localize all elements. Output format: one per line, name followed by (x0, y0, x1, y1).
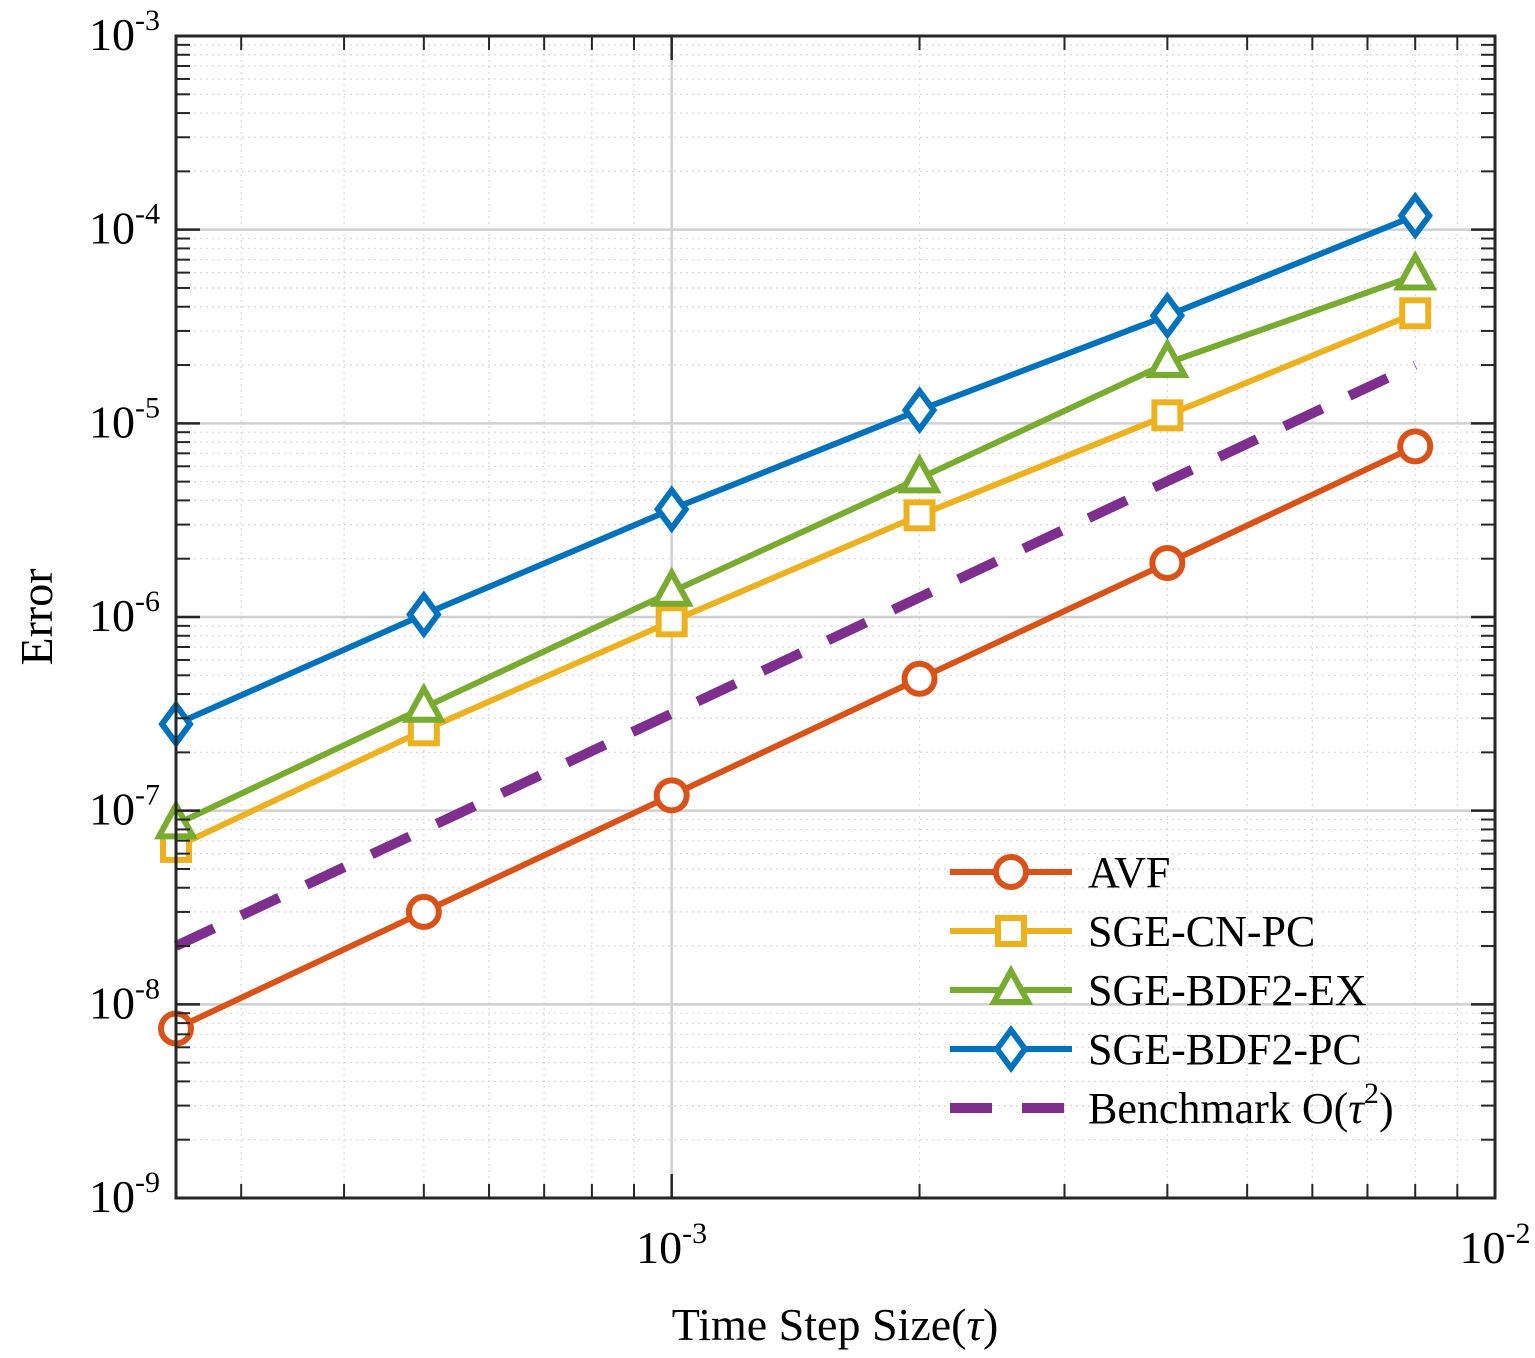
point-sge-bdf2-ex (1393, 250, 1438, 291)
point-avf (653, 777, 690, 814)
series-line-sge-bdf2-ex (174, 272, 1417, 828)
legend-marker-sge-bdf2-ex (988, 964, 1034, 1005)
legend-marker-sge-bdf2-pc (993, 1024, 1029, 1074)
legend-label-avf: AVF (1088, 848, 1170, 897)
legend-label-sge-bdf2-pc: SGE-BDF2-PC (1088, 1025, 1362, 1074)
series-line-sge-cn-pc (174, 310, 1417, 850)
x-tick-label: 10-2 (1460, 1217, 1531, 1273)
axes-layer (174, 34, 1497, 1200)
point-sge-cn-pc (1399, 297, 1432, 330)
y-tick-label: 10-5 (89, 391, 160, 447)
y-tick-label: 10-8 (89, 972, 160, 1028)
y-tick-label: 10-4 (89, 198, 160, 254)
point-sge-bdf2-ex (1145, 337, 1190, 378)
point-sge-bdf2-pc (901, 386, 938, 435)
x-tick-label: 10-3 (636, 1217, 707, 1273)
y-tick-label: 10-7 (89, 779, 160, 835)
point-avf (405, 893, 442, 930)
y-tick-label: 10-6 (89, 585, 160, 641)
y-tick-label: 10-3 (89, 4, 160, 60)
legend-marker-avf (993, 854, 1029, 890)
point-sge-cn-pc (903, 499, 936, 532)
point-sge-bdf2-pc (1397, 191, 1433, 240)
point-sge-bdf2-pc (653, 485, 690, 534)
legend: AVF SGE-CN-PC SGE-BDF2-EX SGE-BDF2-PCBenchm… (950, 848, 1394, 1133)
point-sge-bdf2-pc (406, 590, 442, 639)
legend-marker-sge-cn-pc (995, 915, 1027, 947)
point-sge-bdf2-ex (897, 453, 942, 494)
legend-label-sge-cn-pc: SGE-CN-PC (1088, 907, 1315, 956)
series-layer (153, 191, 1438, 1047)
point-sge-bdf2-ex (401, 682, 446, 723)
series-line-avf (174, 443, 1417, 1032)
point-sge-bdf2-pc (1149, 291, 1186, 340)
y-axis-label: Error (11, 568, 62, 665)
ticks-layer: 10-9 10-8 10-7 10-6 10-5 10-4 10-3 10-3 10-2 (89, 4, 1531, 1273)
series-line-benchmark-o (173, 360, 1418, 951)
point-avf (1397, 428, 1434, 465)
x-axis-label: Time Step Size(τ) (672, 1299, 999, 1350)
legend-label-benchmark-o: Benchmark O(τ2) (1088, 1077, 1394, 1133)
point-sge-bdf2-ex (649, 566, 694, 607)
series-line-sge-bdf2-pc (174, 212, 1417, 727)
legend-label-sge-bdf2-ex: SGE-BDF2-EX (1088, 966, 1367, 1015)
point-avf (901, 660, 938, 697)
point-avf (1149, 545, 1186, 582)
y-tick-label: 10-9 (89, 1166, 160, 1222)
point-sge-cn-pc (655, 605, 688, 638)
point-sge-cn-pc (1151, 399, 1184, 432)
plot-frame (174, 34, 1497, 1200)
